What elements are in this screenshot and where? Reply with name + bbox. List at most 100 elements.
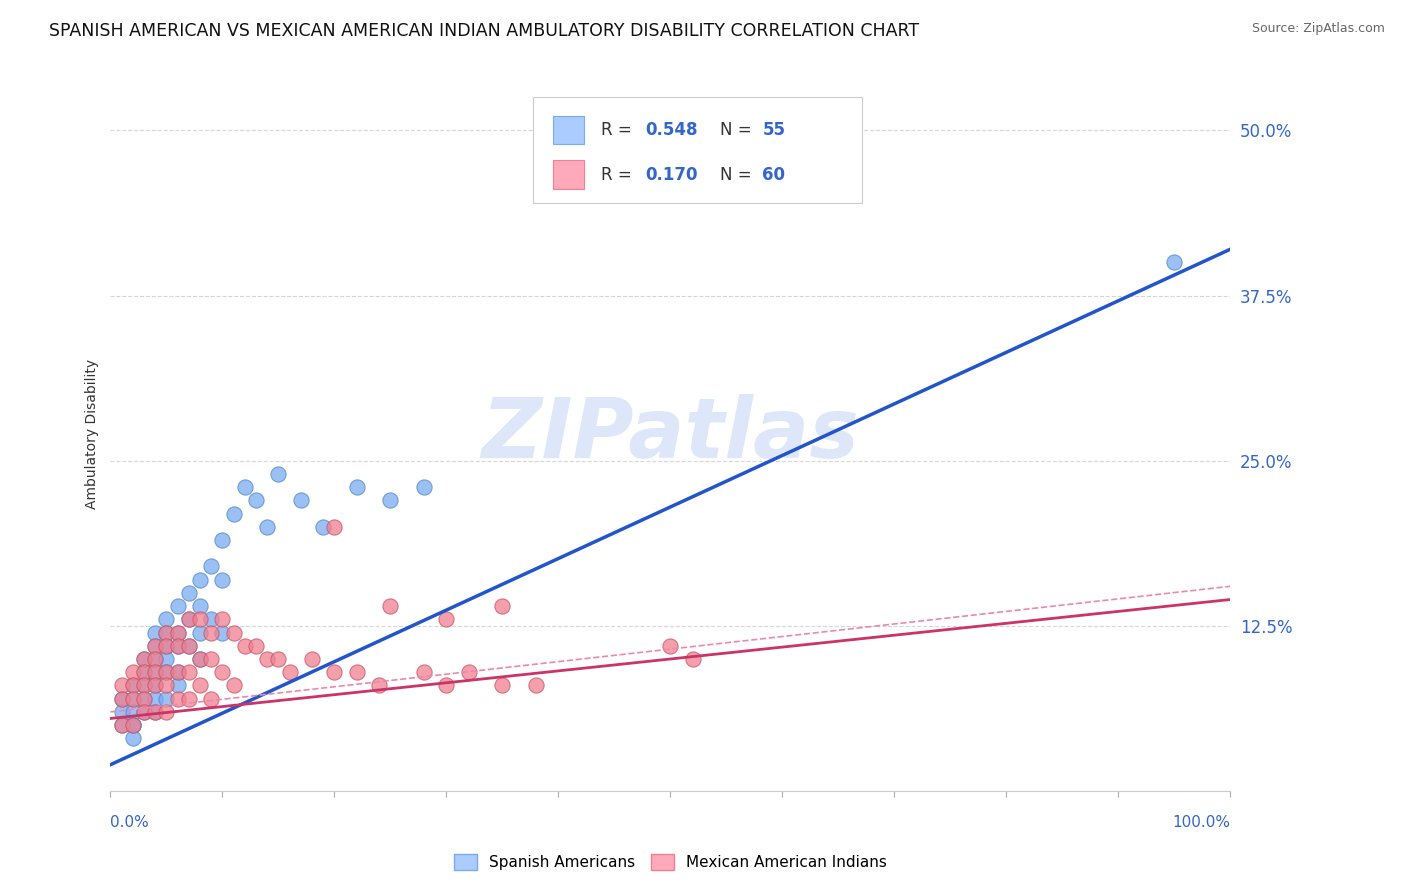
Point: [1163, 255, 1185, 269]
Point: [211, 665, 233, 680]
Point: [323, 520, 346, 534]
Point: [188, 599, 211, 614]
Point: [155, 665, 177, 680]
Point: [166, 599, 188, 614]
Point: [323, 665, 346, 680]
Point: [155, 691, 177, 706]
Text: 0.548: 0.548: [645, 121, 699, 139]
Point: [346, 480, 368, 494]
Point: [110, 691, 132, 706]
Point: [200, 559, 222, 574]
Point: [166, 665, 188, 680]
Point: [222, 678, 245, 692]
Point: [188, 612, 211, 626]
Point: [132, 652, 155, 666]
Point: [524, 678, 547, 692]
Point: [245, 639, 267, 653]
Text: 0.0%: 0.0%: [111, 815, 149, 830]
Point: [143, 652, 166, 666]
Point: [312, 520, 335, 534]
Point: [278, 665, 301, 680]
Point: [143, 691, 166, 706]
Point: [132, 665, 155, 680]
Point: [267, 467, 290, 481]
Point: [200, 612, 222, 626]
Point: [256, 520, 278, 534]
Point: [143, 625, 166, 640]
Point: [233, 639, 256, 653]
Point: [491, 599, 513, 614]
Point: [121, 691, 143, 706]
Text: SPANISH AMERICAN VS MEXICAN AMERICAN INDIAN AMBULATORY DISABILITY CORRELATION CH: SPANISH AMERICAN VS MEXICAN AMERICAN IND…: [49, 22, 920, 40]
Point: [368, 678, 391, 692]
Text: N =: N =: [720, 121, 756, 139]
Point: [211, 573, 233, 587]
Point: [132, 705, 155, 719]
Point: [143, 639, 166, 653]
Text: R =: R =: [600, 166, 637, 184]
Point: [121, 678, 143, 692]
Point: [177, 612, 200, 626]
Point: [434, 612, 457, 626]
Point: [121, 691, 143, 706]
Point: [166, 665, 188, 680]
Point: [166, 639, 188, 653]
Point: [155, 639, 177, 653]
Point: [143, 705, 166, 719]
Legend: Spanish Americans, Mexican American Indians: Spanish Americans, Mexican American Indi…: [449, 848, 893, 876]
Point: [166, 678, 188, 692]
Point: [434, 678, 457, 692]
Point: [166, 625, 188, 640]
Point: [132, 665, 155, 680]
Text: 0.170: 0.170: [645, 166, 699, 184]
Point: [143, 678, 166, 692]
Point: [166, 639, 188, 653]
Point: [143, 705, 166, 719]
Point: [200, 625, 222, 640]
Point: [267, 652, 290, 666]
Point: [211, 612, 233, 626]
Point: [155, 639, 177, 653]
Point: [110, 691, 132, 706]
Point: [301, 652, 323, 666]
Point: [222, 625, 245, 640]
Point: [413, 665, 436, 680]
Point: [166, 691, 188, 706]
Point: [110, 705, 132, 719]
Point: [132, 691, 155, 706]
Point: [143, 678, 166, 692]
Text: R =: R =: [600, 121, 637, 139]
Point: [121, 665, 143, 680]
Point: [177, 639, 200, 653]
Point: [177, 586, 200, 600]
Text: ZIPatlas: ZIPatlas: [481, 393, 859, 475]
Point: [233, 480, 256, 494]
Point: [177, 639, 200, 653]
Point: [121, 718, 143, 732]
Point: [245, 493, 267, 508]
Text: N =: N =: [720, 166, 756, 184]
Point: [188, 652, 211, 666]
Point: [457, 665, 479, 680]
Point: [188, 625, 211, 640]
Point: [659, 639, 682, 653]
Point: [188, 652, 211, 666]
Point: [211, 625, 233, 640]
Point: [121, 718, 143, 732]
Point: [491, 678, 513, 692]
Point: [682, 652, 704, 666]
Text: Source: ZipAtlas.com: Source: ZipAtlas.com: [1251, 22, 1385, 36]
Point: [177, 691, 200, 706]
Point: [188, 573, 211, 587]
Point: [121, 718, 143, 732]
Point: [132, 705, 155, 719]
Text: 60: 60: [762, 166, 786, 184]
Point: [211, 533, 233, 547]
Point: [200, 691, 222, 706]
Point: [413, 480, 436, 494]
Point: [110, 718, 132, 732]
Point: [110, 678, 132, 692]
Point: [121, 678, 143, 692]
Point: [132, 678, 155, 692]
Point: [121, 705, 143, 719]
